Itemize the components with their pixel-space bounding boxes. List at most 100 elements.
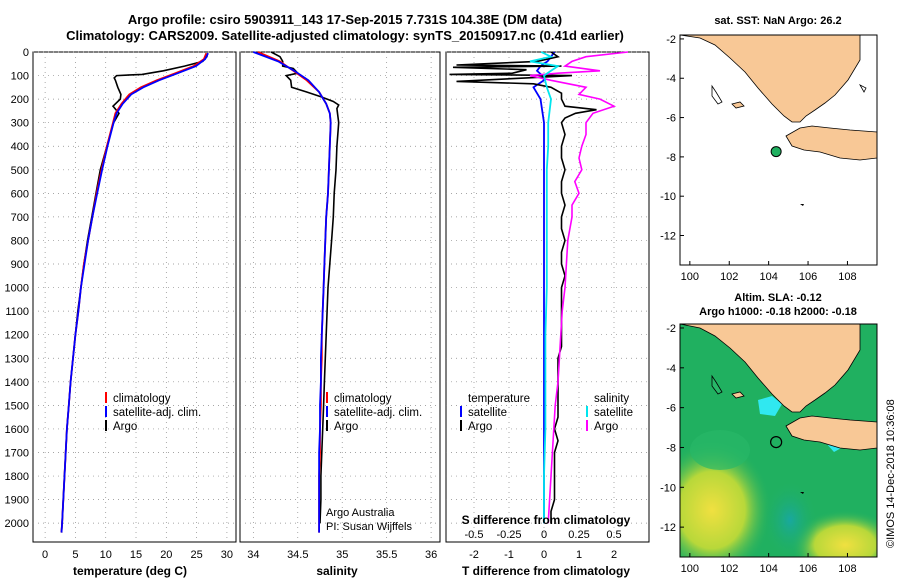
legend-label-satellite: satellite-adj. clim. (113, 407, 201, 419)
legend-swatch-argo (105, 420, 107, 431)
sumatra-landmass (680, 324, 861, 413)
depth-tick-label: 900 (11, 259, 29, 271)
difference-legend-salinity: salinity satellite Argo (586, 393, 633, 433)
salinity-legend: climatology satellite-adj. clim. Argo (326, 392, 422, 433)
legend-swatch-argo (326, 420, 328, 431)
salinity-difference-tick-label: -0.5 (465, 529, 484, 541)
sla-anomaly-patch (690, 430, 750, 470)
sst-map-frame (679, 34, 878, 266)
lon-tick-label: 108 (838, 563, 856, 575)
salinity-difference-label: S difference from climatology (462, 513, 631, 527)
sla-neutral-anomaly (762, 480, 818, 557)
argo-profile-location-marker (770, 435, 783, 449)
x-tick-label: 0 (42, 549, 48, 561)
lat-tick-label: -6 (666, 113, 676, 125)
x-tick-label: -2 (469, 549, 479, 561)
java-landmass (785, 125, 877, 161)
temperature-x-ticks: 0 5 10 15 20 25 30 (42, 549, 233, 561)
sla-field (680, 324, 877, 557)
x-tick-label: 0 (541, 549, 547, 561)
island-outline (711, 374, 723, 395)
difference-panel: -2 -1 0 1 2 -0.5 -0.25 0 0.25 0.5 S difference f… (445, 51, 650, 578)
depth-tick-label: 1500 (5, 400, 29, 412)
series-line-satellite-adj-clim- (252, 51, 332, 533)
lon-tick-label: 108 (838, 271, 856, 283)
legend-swatch-satellite (105, 406, 107, 417)
depth-tick-label: 500 (11, 165, 29, 177)
depth-tick-label: 800 (11, 235, 29, 247)
salinity-x-label: salinity (316, 564, 358, 578)
salinity-grid (240, 51, 440, 542)
lat-tick-label: -4 (666, 363, 676, 375)
sumatra-landmass (680, 35, 861, 123)
sla-map-panel: Altim. SLA: -0.12 Argo h1000: -0.18 h200… (660, 292, 878, 575)
sla-map-title: Altim. SLA: -0.12 (734, 292, 821, 304)
lat-tick-label: -12 (660, 231, 676, 243)
x-tick-label: 34.5 (287, 549, 308, 561)
temperature-x-label: temperature (deg C) (73, 564, 187, 578)
depth-tick-label: 1900 (5, 495, 29, 507)
enggano-island (731, 101, 745, 109)
series-line-temperature-argo (449, 51, 597, 524)
depth-tick-label: 1100 (5, 306, 29, 318)
lat-tick-label: -2 (666, 323, 676, 335)
legend-swatch-sal-satellite (586, 406, 588, 417)
x-tick-label: 35.5 (376, 549, 397, 561)
temperature-panel: 0100200300400500600700800900100011001200… (5, 47, 237, 578)
sla-map-subtitle: Argo h1000: -0.18 h2000: -0.18 (699, 306, 857, 318)
sla-negative-anomaly (758, 396, 782, 416)
figure-title-line2: Climatology: CARS2009. Satellite-adjuste… (66, 28, 624, 43)
legend-swatch-temp-argo (460, 420, 462, 431)
legend-label-temp-argo: Argo (468, 421, 492, 433)
salinity-difference-tick-label: 0.25 (568, 529, 589, 541)
legend-label-satellite: satellite-adj. clim. (334, 407, 422, 419)
legend-swatch-satellite (326, 406, 328, 417)
argo-profile-location-marker (770, 146, 782, 158)
temperature-legend: climatology satellite-adj. clim. Argo (105, 392, 201, 433)
island-outline (711, 84, 723, 105)
salinity-difference-x-ticks: -0.5 -0.25 0 0.25 0.5 (465, 529, 622, 541)
legend-title-salinity: salinity (594, 393, 629, 405)
depth-tick-label: 400 (11, 141, 29, 153)
x-tick-label: 10 (100, 549, 112, 561)
sla-map-frame (679, 323, 878, 558)
lat-tick-label: -6 (666, 403, 676, 415)
x-tick-label: 30 (221, 549, 233, 561)
temperature-profiles (60, 52, 209, 533)
sst-map-land (680, 35, 877, 206)
depth-tick-label: 200 (11, 94, 29, 106)
sst-map-title: sat. SST: NaN Argo: 26.2 (714, 15, 841, 27)
x-tick-label: 2 (611, 549, 617, 561)
sla-positive-anomaly (680, 440, 772, 557)
temperature-plot-frame (32, 51, 237, 543)
x-tick-label: 15 (130, 549, 142, 561)
figure-title-line1: Argo profile: csiro 5903911_143 17-Sep-2… (128, 12, 562, 27)
salinity-panel: 34 34.5 35 35.5 36 salinity climatology sate… (239, 51, 441, 578)
temperature-difference-x-label: T difference from climatology (462, 564, 630, 578)
salinity-x-ticks: 34 34.5 35 35.5 36 (247, 549, 437, 561)
legend-label-argo: Argo (334, 421, 358, 433)
depth-tick-label: 2000 (5, 518, 29, 530)
depth-tick-label: 0 (23, 47, 29, 59)
legend-swatch-climatology (326, 392, 328, 403)
lat-tick-label: -4 (666, 73, 676, 85)
depth-axis-ticks: 0 100 200 300 400 500 600 700 800 900 1000 1100 1200… (5, 47, 29, 530)
lon-tick-label: 104 (759, 271, 777, 283)
lat-tick-label: -10 (660, 191, 676, 203)
depth-tick-label: 700 (11, 212, 29, 224)
legend-label-argo: Argo (113, 421, 137, 433)
depth-tick-label: 1300 (5, 353, 29, 365)
sla-map-ticks: 100 102 104 106 108 -2 -4 -6 -8 -10 -12 (660, 323, 857, 575)
legend-label-climatology: climatology (334, 393, 392, 405)
lon-tick-label: 106 (799, 563, 817, 575)
lon-tick-label: 102 (720, 271, 738, 283)
legend-swatch-temp-satellite (460, 406, 462, 417)
lat-tick-label: -8 (666, 442, 676, 454)
depth-tick-label: 1000 (5, 283, 29, 295)
depth-tick-label: 1400 (5, 377, 29, 389)
series-line-salinity-satellite (529, 51, 561, 524)
depth-tick-label: 100 (11, 71, 29, 83)
principal-investigator-note: PI: Susan Wijffels (326, 521, 412, 533)
legend-swatch-sal-argo (586, 420, 588, 431)
